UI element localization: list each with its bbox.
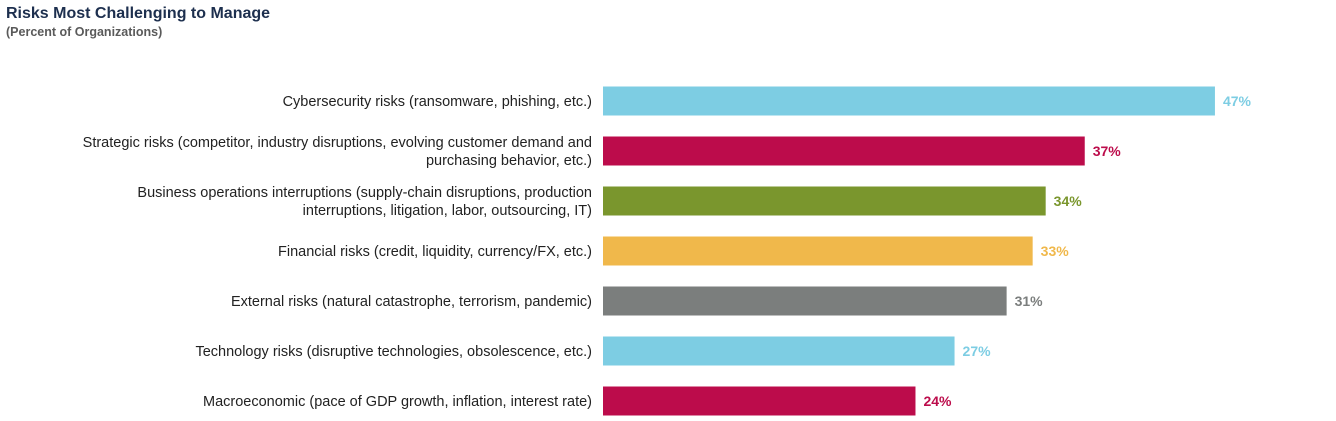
value-label-5: 31% [1015,293,1044,309]
category-label-7: Macroeconomic (pace of GDP growth, infla… [203,394,592,410]
category-label-3-line-1: Business operations interruptions (suppl… [137,185,592,201]
category-label-6: Technology risks (disruptive technologie… [195,344,592,360]
category-label-5: External risks (natural catastrophe, ter… [231,294,592,310]
bar-7 [603,386,916,416]
bar-4 [603,236,1033,266]
chart-title: Risks Most Challenging to Manage [6,5,271,22]
category-label-1: Cybersecurity risks (ransomware, phishin… [283,94,592,110]
bar-1 [603,86,1215,116]
value-label-7: 24% [923,393,952,409]
bar-2 [603,136,1085,166]
bar-6 [603,336,955,366]
category-label-2-line-1: Strategic risks (competitor, industry di… [83,135,592,151]
value-label-2: 37% [1093,143,1122,159]
value-label-4: 33% [1041,243,1070,259]
category-label-4: Financial risks (credit, liquidity, curr… [278,244,592,260]
value-label-3: 34% [1054,193,1083,209]
chart-subtitle: (Percent of Organizations) [6,25,163,39]
bar-5 [603,286,1007,316]
category-label-2-line-2: purchasing behavior, etc.) [426,153,592,169]
category-label-3-line-2: interruptions, litigation, labor, outsou… [303,203,592,219]
value-label-1: 47% [1223,93,1252,109]
bar-3 [603,186,1046,216]
value-label-6: 27% [963,343,992,359]
